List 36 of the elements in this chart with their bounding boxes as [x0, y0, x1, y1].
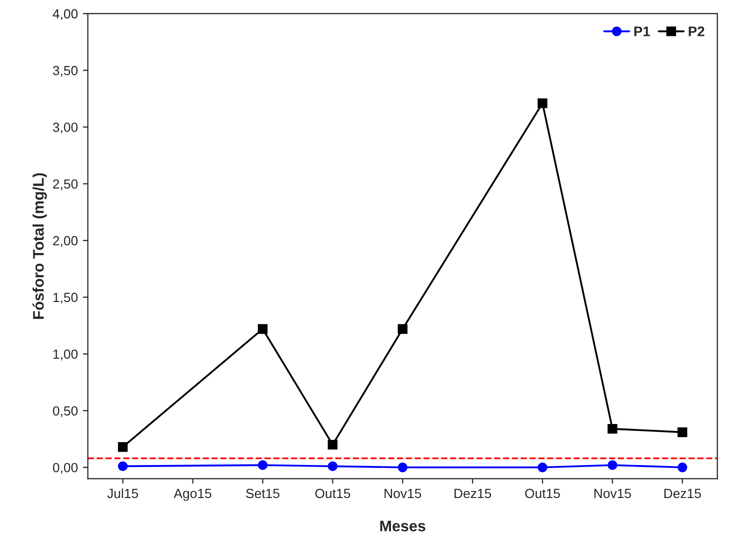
x-tick-label: Dez15	[454, 488, 492, 498]
x-tick-label: Nov15	[384, 488, 422, 498]
y-tick-label: 1,00	[53, 350, 78, 360]
x-axis-title: Meses	[380, 520, 426, 532]
y-tick-label: 0,00	[52, 462, 78, 474]
point	[538, 98, 548, 108]
x-tick-label: Out15	[525, 488, 560, 498]
point	[398, 462, 408, 472]
y-axis-title: Fósforo Total (mg/L)	[32, 173, 47, 319]
x-tick-label: Dez15	[664, 488, 701, 498]
point	[258, 324, 268, 334]
point	[678, 427, 688, 438]
x-tick-label: Jul15	[107, 488, 138, 498]
point	[328, 440, 338, 450]
y-tick-label: 3,50	[52, 66, 78, 77]
legend-label: P2	[688, 26, 704, 36]
point	[118, 461, 128, 472]
x-tick-label: Nov15	[594, 488, 631, 498]
point	[678, 462, 688, 472]
point	[538, 462, 548, 472]
x-tick-label: Set15	[246, 488, 280, 498]
y-tick-label: 3,00	[52, 122, 78, 134]
y-tick-label: 2,50	[53, 179, 78, 190]
point	[398, 324, 408, 334]
point	[118, 442, 128, 452]
y-tick-label: 0,50	[52, 406, 78, 418]
point	[608, 424, 618, 434]
y-tick-label: 2,00	[53, 236, 78, 247]
point	[328, 461, 338, 472]
point	[608, 460, 618, 470]
point	[258, 460, 268, 470]
x-tick-label: Ago15	[174, 488, 212, 501]
y-tick-label: 1,50	[53, 292, 78, 304]
x-tick-label: Out15	[315, 488, 350, 498]
legend-label: P1	[634, 26, 650, 36]
y-tick-label: 4,00	[52, 9, 78, 20]
